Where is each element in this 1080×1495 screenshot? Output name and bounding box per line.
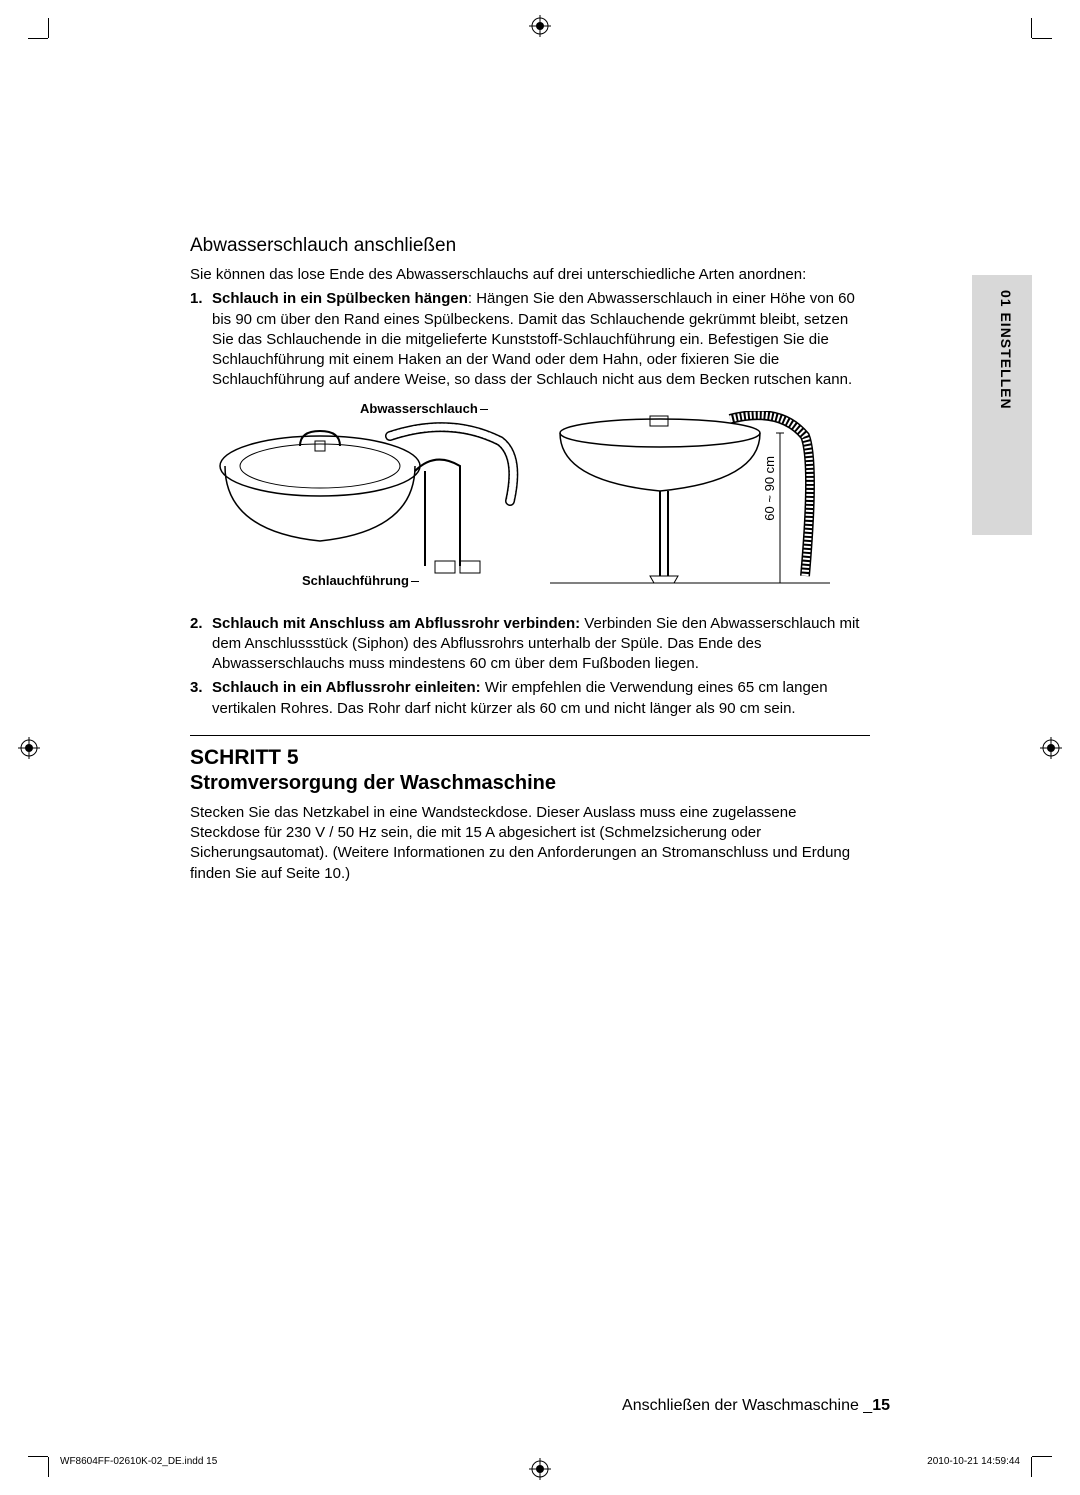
item-lead: Schlauch in ein Abflussrohr einleiten: <box>212 679 481 696</box>
registration-mark-icon <box>18 737 40 759</box>
separator <box>190 735 870 736</box>
step-title: SCHRITT 5 <box>190 746 870 770</box>
instruction-list: 1. Schlauch in ein Spülbecken hängen: Hä… <box>190 289 870 390</box>
imprint-filename: WF8604FF-02610K-02_DE.indd 15 <box>60 1456 217 1467</box>
footer-section: Anschließen der Waschmaschine _ <box>622 1397 872 1414</box>
figure-height-label: 60 ~ 90 cm <box>762 456 777 521</box>
registration-mark-icon <box>529 1458 551 1480</box>
registration-mark-icon <box>529 15 551 37</box>
item-number: 3. <box>190 678 203 698</box>
sink-diagram-right-icon <box>550 411 830 586</box>
section-tab-label: 01 EINSTELLEN <box>998 290 1014 410</box>
figure-label-guide: Schlauchführung <box>302 573 419 588</box>
imprint-timestamp: 2010-10-21 14:59:44 <box>927 1456 1020 1467</box>
section-tab: 01 EINSTELLEN <box>972 275 1032 535</box>
instruction-item: 2. Schlauch mit Anschluss am Abflussrohr… <box>212 614 870 675</box>
instruction-item: 1. Schlauch in ein Spülbecken hängen: Hä… <box>212 289 870 390</box>
item-lead: Schlauch mit Anschluss am Abflussrohr ve… <box>212 615 580 632</box>
step-body: Stecken Sie das Netzkabel in eine Wandst… <box>190 803 870 884</box>
item-number: 1. <box>190 289 203 309</box>
intro-text: Sie können das lose Ende des Abwassersch… <box>190 265 870 285</box>
drain-hose-figure: Abwasserschlauch <box>210 401 870 596</box>
registration-mark-icon <box>1040 737 1062 759</box>
page-number: 15 <box>872 1397 890 1414</box>
instruction-item: 3. Schlauch in ein Abflussrohr einleiten… <box>212 678 870 719</box>
item-number: 2. <box>190 614 203 634</box>
instruction-list-cont: 2. Schlauch mit Anschluss am Abflussrohr… <box>190 614 870 719</box>
item-lead: Schlauch in ein Spülbecken hängen <box>212 290 468 307</box>
subsection-heading: Abwasserschlauch anschließen <box>190 235 870 257</box>
sink-diagram-left-icon <box>210 411 530 586</box>
page-footer: Anschließen der Waschmaschine _15 <box>622 1397 890 1415</box>
step-subtitle: Stromversorgung der Waschmaschine <box>190 772 870 795</box>
page-content: Abwasserschlauch anschließen Sie können … <box>190 235 870 884</box>
